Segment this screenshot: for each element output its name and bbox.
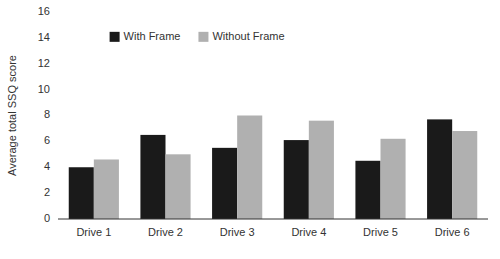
y-tick-label: 14 [38, 31, 50, 43]
x-tick-label: Drive 2 [148, 226, 183, 238]
y-tick-label: 16 [38, 5, 50, 17]
chart: 0 2 4 6 8 10 12 14 16 Average total SSQ score Driv… [0, 0, 500, 259]
y-tick-label: 4 [44, 160, 50, 172]
bar [284, 140, 309, 219]
bar [69, 167, 94, 219]
y-tick-label: 8 [44, 108, 50, 120]
y-axis-label: Average total SSQ score [6, 55, 18, 176]
bar [237, 116, 262, 220]
bar [355, 161, 380, 219]
bar [212, 148, 237, 219]
y-tick-label: 2 [44, 186, 50, 198]
bar [140, 135, 165, 219]
x-tick-label: Drive 4 [291, 226, 326, 238]
bar [309, 121, 334, 219]
x-tick-label: Drive 3 [220, 226, 255, 238]
legend-label: With Frame [124, 30, 181, 42]
bar [427, 119, 452, 219]
y-tick-label: 10 [38, 83, 50, 95]
legend: With Frame Without Frame [110, 30, 285, 42]
x-tick-label: Drive 5 [363, 226, 398, 238]
bar [94, 159, 119, 219]
y-tick-label: 12 [38, 57, 50, 69]
legend-label: Without Frame [212, 30, 284, 42]
bar [452, 131, 477, 219]
y-tick-label: 0 [44, 212, 50, 224]
x-axis-line [58, 219, 488, 220]
bar [381, 139, 406, 219]
y-tick-label: 6 [44, 134, 50, 146]
x-tick-label: Drive 6 [435, 226, 470, 238]
x-tick-label: Drive 1 [76, 226, 111, 238]
bar [166, 154, 191, 219]
legend-swatch [110, 32, 120, 42]
legend-swatch [198, 32, 208, 42]
bars [69, 116, 478, 220]
